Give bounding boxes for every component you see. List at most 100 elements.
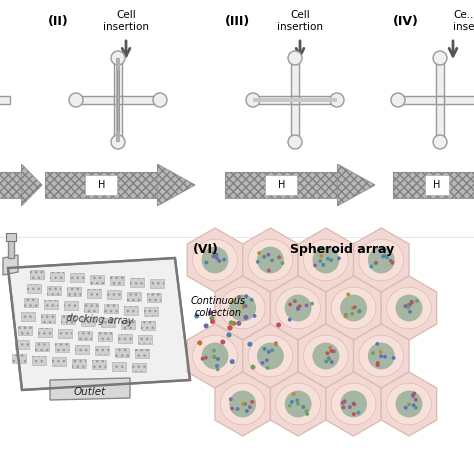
Circle shape bbox=[228, 326, 232, 330]
Bar bbox=[118, 334, 132, 343]
Circle shape bbox=[215, 253, 219, 256]
Circle shape bbox=[403, 304, 407, 308]
Bar bbox=[112, 362, 126, 371]
Bar bbox=[107, 290, 121, 299]
Circle shape bbox=[321, 263, 325, 267]
Circle shape bbox=[274, 342, 278, 346]
Polygon shape bbox=[298, 324, 354, 388]
Circle shape bbox=[326, 257, 330, 261]
Bar bbox=[444, 96, 474, 104]
Ellipse shape bbox=[192, 335, 237, 377]
Circle shape bbox=[340, 391, 367, 418]
Circle shape bbox=[395, 294, 422, 321]
Circle shape bbox=[407, 402, 411, 406]
Bar bbox=[55, 343, 69, 352]
Circle shape bbox=[376, 363, 380, 367]
Bar bbox=[41, 313, 55, 322]
Bar bbox=[75, 345, 89, 354]
Circle shape bbox=[241, 402, 245, 406]
FancyBboxPatch shape bbox=[265, 175, 297, 195]
Circle shape bbox=[381, 255, 385, 258]
Circle shape bbox=[409, 302, 412, 307]
Circle shape bbox=[408, 310, 412, 314]
Ellipse shape bbox=[359, 239, 404, 281]
Circle shape bbox=[415, 299, 419, 303]
Circle shape bbox=[210, 316, 214, 321]
Circle shape bbox=[229, 391, 256, 418]
Bar bbox=[81, 317, 95, 326]
Circle shape bbox=[411, 393, 415, 397]
Bar bbox=[144, 307, 158, 316]
Circle shape bbox=[111, 135, 125, 149]
Bar bbox=[38, 328, 52, 337]
Circle shape bbox=[305, 303, 309, 307]
Circle shape bbox=[344, 313, 348, 317]
Circle shape bbox=[296, 402, 300, 406]
Circle shape bbox=[231, 321, 236, 326]
Circle shape bbox=[371, 351, 375, 355]
Text: Outlet: Outlet bbox=[74, 387, 106, 397]
Circle shape bbox=[277, 255, 281, 259]
Circle shape bbox=[281, 261, 284, 265]
Ellipse shape bbox=[387, 383, 431, 425]
Bar bbox=[95, 346, 109, 355]
Bar bbox=[27, 284, 41, 293]
Circle shape bbox=[237, 321, 241, 326]
Bar bbox=[90, 274, 104, 283]
Circle shape bbox=[334, 250, 337, 254]
Ellipse shape bbox=[248, 335, 293, 377]
Circle shape bbox=[204, 261, 208, 264]
Circle shape bbox=[414, 398, 418, 401]
Ellipse shape bbox=[220, 383, 265, 425]
Circle shape bbox=[216, 357, 220, 361]
Bar bbox=[130, 277, 144, 286]
Bar bbox=[0, 172, 21, 198]
Bar bbox=[32, 356, 46, 365]
Circle shape bbox=[327, 356, 331, 360]
Circle shape bbox=[352, 412, 356, 416]
Bar bbox=[115, 347, 129, 356]
Polygon shape bbox=[215, 276, 271, 340]
Circle shape bbox=[248, 405, 252, 409]
Circle shape bbox=[244, 304, 247, 308]
Ellipse shape bbox=[276, 383, 320, 425]
Bar bbox=[98, 332, 112, 341]
Circle shape bbox=[253, 314, 256, 318]
Bar bbox=[61, 315, 75, 324]
Circle shape bbox=[212, 355, 216, 359]
Circle shape bbox=[229, 397, 233, 401]
Circle shape bbox=[288, 404, 292, 408]
Text: Spheroid array: Spheroid array bbox=[290, 243, 394, 256]
Text: Cell
insertion: Cell insertion bbox=[277, 10, 323, 32]
Bar bbox=[92, 360, 106, 369]
Circle shape bbox=[288, 135, 302, 149]
Circle shape bbox=[344, 314, 347, 318]
Bar bbox=[35, 341, 49, 350]
Text: H: H bbox=[278, 180, 285, 190]
Bar bbox=[35, 341, 49, 350]
Bar bbox=[67, 287, 81, 296]
Bar bbox=[64, 301, 78, 310]
Circle shape bbox=[391, 261, 394, 264]
Bar bbox=[150, 279, 164, 288]
Bar bbox=[436, 96, 444, 104]
Bar bbox=[87, 289, 101, 298]
Bar bbox=[95, 346, 109, 355]
Circle shape bbox=[243, 402, 247, 406]
Bar bbox=[70, 273, 84, 282]
Bar bbox=[110, 276, 124, 285]
Circle shape bbox=[257, 246, 284, 273]
Bar bbox=[115, 347, 129, 356]
Circle shape bbox=[326, 351, 329, 355]
Circle shape bbox=[201, 343, 228, 369]
Circle shape bbox=[368, 246, 395, 273]
Bar bbox=[50, 272, 64, 281]
Bar bbox=[92, 360, 106, 369]
Bar bbox=[90, 274, 104, 283]
Circle shape bbox=[348, 405, 352, 409]
Bar bbox=[101, 318, 115, 327]
Polygon shape bbox=[3, 255, 18, 275]
Bar bbox=[122, 96, 160, 104]
Bar bbox=[27, 284, 41, 293]
Circle shape bbox=[330, 360, 334, 364]
